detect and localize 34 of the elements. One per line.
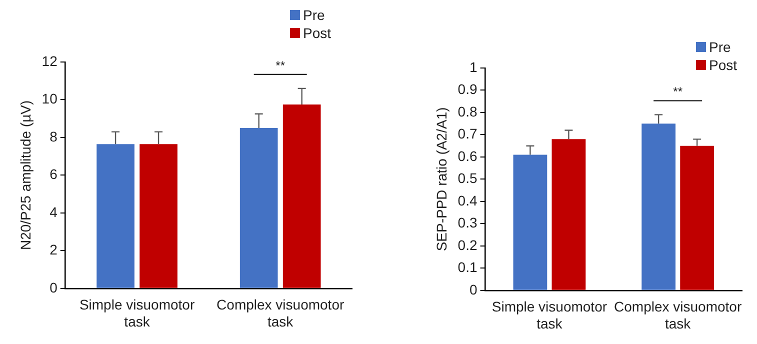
y-tick-label: 0.7 [458, 126, 478, 142]
annotation: ** [673, 84, 683, 99]
y-tick-label: 0.2 [458, 236, 478, 253]
y-tick-label: 8 [50, 128, 58, 144]
y-tick-label: 2 [50, 242, 58, 258]
y-tick-label: 10 [42, 90, 58, 107]
legend-label: Post [303, 25, 332, 41]
legend-label: Pre [303, 7, 325, 23]
bar [552, 139, 586, 290]
y-axis-title: SEP-PPD ratio (A2/A1) [433, 107, 450, 252]
y-tick-label: 0.4 [458, 192, 478, 208]
y-tick-label: 0.1 [458, 259, 478, 276]
y-tick-label: 0.9 [458, 81, 478, 98]
x-tick-label: Complex visuomotor task [216, 296, 344, 330]
bar [680, 146, 714, 290]
y-axis-title: N20/P25 amplitude (µV) [17, 100, 34, 250]
bar [642, 124, 676, 290]
y-tick-label: 4 [50, 204, 58, 220]
y-tick-label: 0 [469, 281, 478, 298]
legend-label: Post [709, 57, 738, 73]
x-tick-label: Simple visuomotor task [79, 296, 195, 330]
x-tick-label: Simple visuomotor task [492, 298, 608, 332]
legend-label: Pre [709, 39, 731, 55]
y-tick-label: 6 [50, 166, 58, 182]
y-tick-label: 0.8 [458, 103, 478, 120]
y-tick-label: 0.3 [458, 214, 478, 231]
annotation: ** [276, 58, 286, 72]
y-tick-label: 12 [42, 52, 58, 69]
bar [513, 154, 548, 290]
y-tick-label: 0.6 [458, 148, 478, 164]
x-tick-label: Complex visuomotor task [614, 298, 742, 332]
y-tick-label: 1 [469, 58, 478, 75]
y-tick-label: 0.5 [458, 170, 478, 186]
y-tick-label: 0 [50, 279, 58, 296]
